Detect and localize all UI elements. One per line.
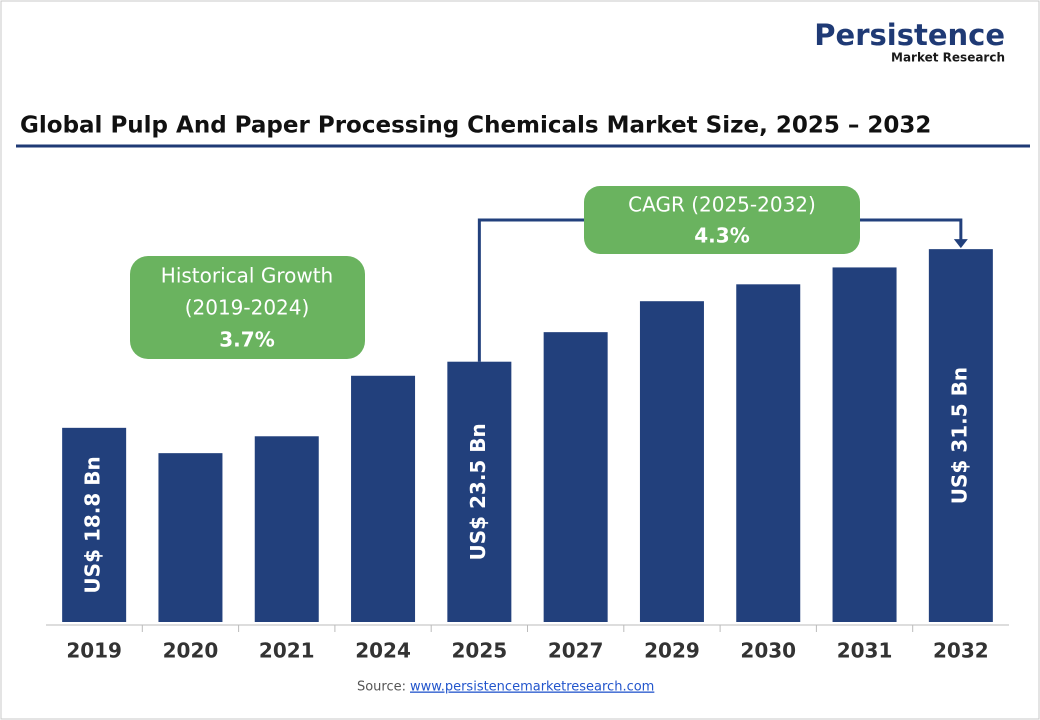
value-label: US$ 23.5 Bn bbox=[466, 423, 490, 560]
bar bbox=[62, 427, 127, 622]
bar bbox=[736, 284, 801, 622]
x-tick-label: 2019 bbox=[66, 639, 122, 663]
brand-tagline: Market Research bbox=[891, 51, 1005, 65]
historical-box bbox=[130, 256, 365, 359]
bar bbox=[447, 361, 512, 622]
x-tick-label: 2032 bbox=[933, 639, 989, 663]
x-tick-label: 2024 bbox=[355, 639, 411, 663]
annotation-text: CAGR (2025-2032) bbox=[628, 193, 816, 217]
x-tick-label: 2020 bbox=[163, 639, 219, 663]
x-tick-label: 2021 bbox=[259, 639, 315, 663]
cagr-arrow bbox=[953, 239, 968, 249]
x-tick-label: 2030 bbox=[740, 639, 796, 663]
value-label: US$ 18.8 Bn bbox=[81, 456, 105, 593]
bar bbox=[928, 249, 993, 622]
annotation-value: 4.3% bbox=[694, 224, 749, 248]
value-label: US$ 31.5 Bn bbox=[947, 367, 971, 504]
bar bbox=[158, 453, 223, 622]
x-tick-label: 2031 bbox=[837, 639, 893, 663]
bar bbox=[543, 332, 608, 622]
bar bbox=[351, 375, 416, 622]
x-tick-label: 2027 bbox=[548, 639, 604, 663]
x-tick-label: 2025 bbox=[452, 639, 508, 663]
brand-name: Persistence bbox=[814, 18, 1005, 52]
annotation-value: 3.7% bbox=[219, 328, 274, 352]
bar bbox=[832, 267, 897, 622]
source-label: Source: bbox=[357, 680, 406, 695]
source-link[interactable]: www.persistencemarketresearch.com bbox=[410, 680, 654, 695]
chart-title: Global Pulp And Paper Processing Chemica… bbox=[20, 113, 931, 139]
annotation-text: (2019-2024) bbox=[185, 296, 310, 320]
x-tick-label: 2029 bbox=[644, 639, 700, 663]
bar bbox=[639, 301, 704, 622]
annotation-text: Historical Growth bbox=[161, 264, 333, 288]
bar bbox=[254, 436, 319, 622]
cagr-box bbox=[584, 186, 860, 254]
